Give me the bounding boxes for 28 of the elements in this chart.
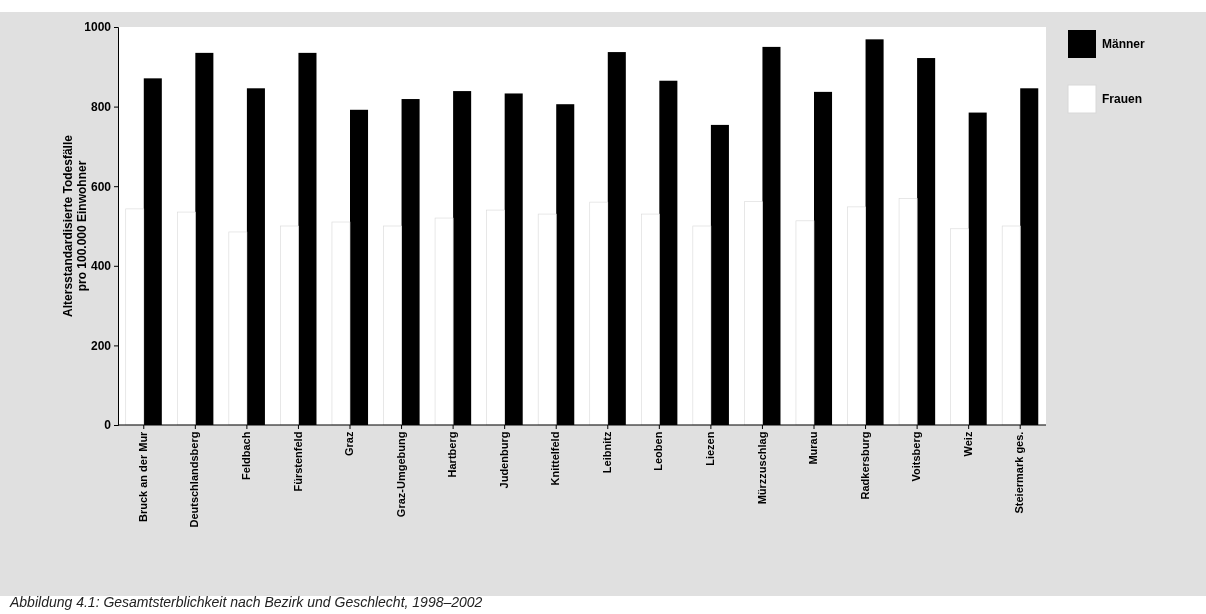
x-tick-label: Weiz [961,431,974,457]
x-tick-label: Feldbach [240,431,253,480]
text: Abbildung 4.1: Gesamtsterblichkeit nach Bezirk und Geschlecht, 1998–2002 [9,594,483,610]
x-tick-label: Hartberg [446,431,459,478]
y-tick-label: 800 [90,99,112,114]
x-tick-label: Graz [343,431,356,457]
x-tick-label: Mürzzuschlag [755,431,768,505]
x-tick-label: Leibnitz [600,431,613,474]
x-tick-label: Liezen [704,431,717,466]
x-tick-label: Deutschlandsberg [188,431,201,528]
y-axis-title: Altersstandardisierte Todesfälle pro 100.000 Einwohner [61,134,90,317]
x-tick-label: Voitsberg [910,431,923,482]
x-tick-label: Steiermark ges. [1013,431,1026,514]
x-tick-label: Knittelfeld [549,431,562,486]
x-tick-label: Graz-Umgebung [394,431,407,518]
x-tick-label: Murau [807,431,820,465]
legend-label: Frauen [1102,92,1143,106]
x-tick-label: Leoben [652,431,665,471]
x-tick-label: Radkersburg [858,431,871,500]
x-tick-label: Judenburg [497,431,510,489]
y-tick-label: 0 [104,418,112,433]
legend-label: Männer [1102,37,1145,51]
y-tick-label: 200 [90,338,112,353]
x-tick-label: Fürstenfeld [291,431,304,492]
x-tick-label: Bruck an der Mur [136,430,149,523]
y-tick-label: 600 [90,179,112,194]
y-tick-label: 1000 [84,20,112,35]
y-tick-label: 400 [90,259,112,274]
